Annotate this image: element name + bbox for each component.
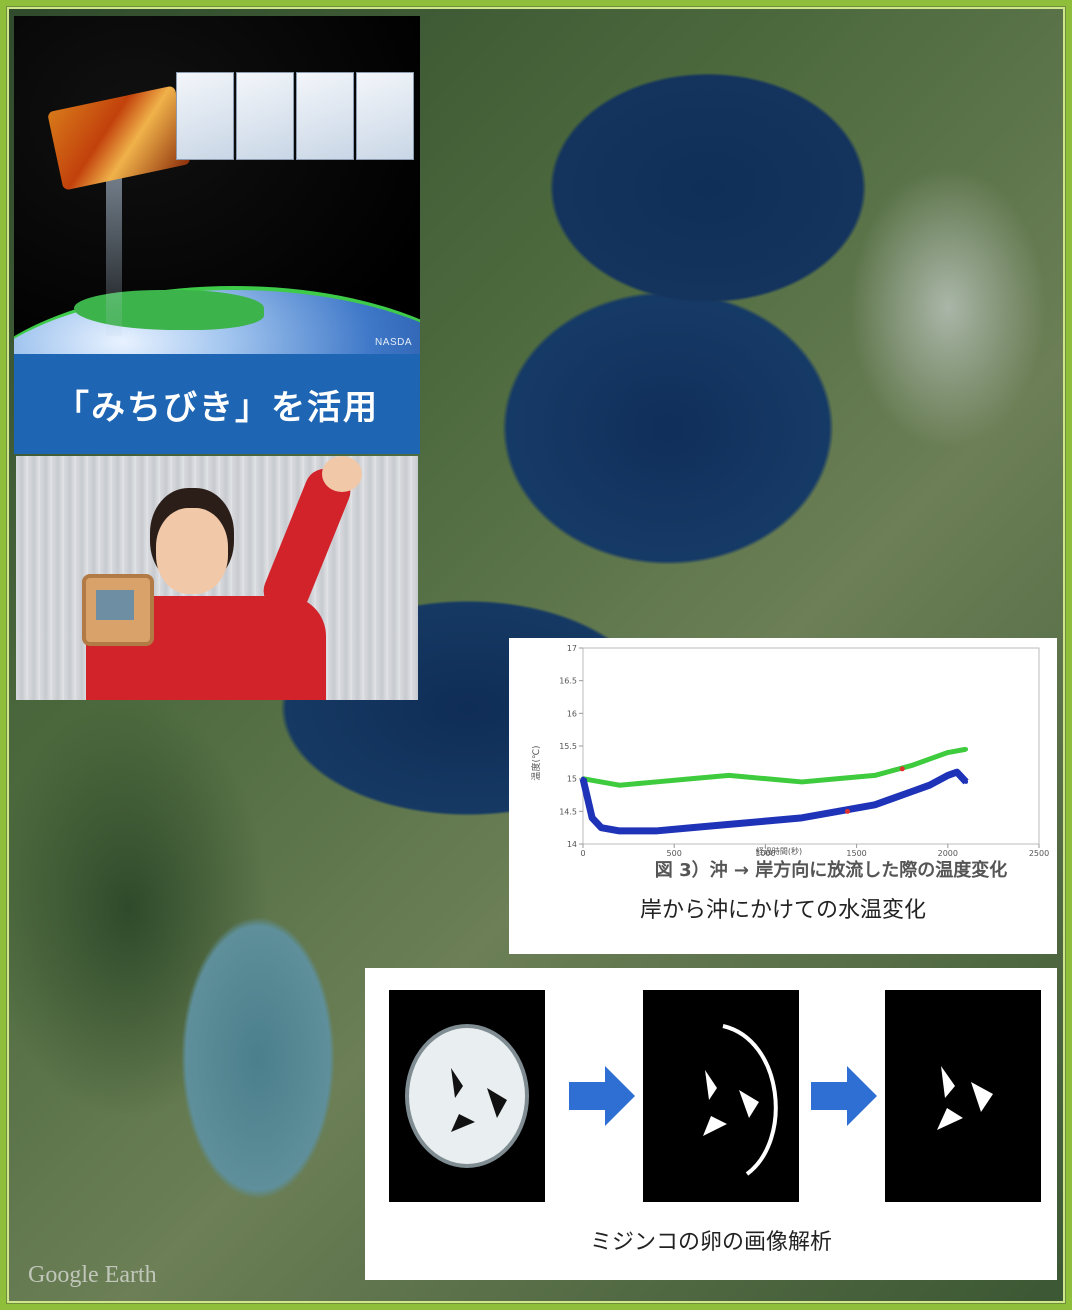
egg-extracted-svg [937,1066,993,1130]
x-tick-label: 1000 [755,849,775,858]
series-point-2 [964,779,969,784]
series-point-2 [836,809,841,814]
y-tick-label: 15 [567,775,577,784]
y-tick-label: 14 [567,840,577,849]
chart-caption: 岸から沖にかけての水温変化 [639,898,926,923]
marker-point [899,766,905,772]
x-tick-label: 2500 [1029,849,1049,858]
agency-label: NASDA [375,337,412,348]
device-screen [96,590,134,620]
x-axis-label: 経過時間(秒) [756,846,802,856]
y-tick-label: 16 [567,709,577,718]
series-point-1 [945,750,950,755]
series-point-2 [690,825,695,830]
plot-area: 14 14.5 15 15.5 16 16.5 17 0 500 1000 1500 2000 2500 [559,644,1049,858]
series-point-2 [927,783,932,788]
series-point-1 [726,773,731,778]
figure-caption-inner: 図 3）沖 → 岸方向に放流した際の温度変化 [655,859,1007,881]
right-arrow-icon [811,1066,877,1126]
series-point-1 [763,776,768,781]
banner-text: 「みちびき」を活用 [55,387,379,428]
series-point-1 [799,779,804,784]
right-arrow-icon [569,1066,635,1126]
y-tick-label: 14.5 [559,807,577,816]
series-point-2 [909,789,914,794]
solar-panel-cell [356,72,414,160]
solar-panel-cell [296,72,354,160]
gps-device [82,574,154,646]
satellite-illustration: NASDA [14,16,420,354]
y-tick-label: 16.5 [559,677,577,686]
water-temperature-chart: 14 14.5 15 15.5 16 16.5 17 0 500 1000 1500 2000 2500… [530,644,1049,881]
series-point-1 [964,747,969,752]
series-point-1 [599,779,604,784]
water-temperature-chart-panel: 14 14.5 15 15.5 16 16.5 17 0 500 1000 1500 2000 2500… [509,638,1057,954]
series-point-2 [872,802,877,807]
y-tick-label: 17 [567,644,577,653]
embryo-spot [451,1068,463,1098]
y-tick-label: 15.5 [559,742,577,751]
series-point-1 [909,763,914,768]
series-point-2 [954,770,959,775]
person-photo [16,456,418,700]
x-tick-label: 0 [580,849,585,858]
x-tick-label: 500 [667,849,682,858]
egg-edge-image [643,990,799,1202]
series-point-2 [945,773,950,778]
map-credit: Google Earth [28,1262,157,1288]
egg-original-image [389,990,545,1202]
michibiki-banner: 「みちびき」を活用 [14,354,420,454]
series-point-2 [590,815,595,820]
solar-panel-cell [236,72,294,160]
embryo-spot [487,1088,507,1118]
egg-caption: ミジンコの卵の画像解析 [589,1230,832,1255]
raised-hand [322,456,362,492]
series-point-2 [653,828,658,833]
marker-point [844,808,850,814]
series-point-2 [617,828,622,833]
egg-original-svg [405,1024,529,1168]
series-point-2 [599,825,604,830]
series-line-2 [579,768,969,835]
series-point-1 [690,776,695,781]
person-head [156,508,228,594]
series-point-2 [799,815,804,820]
series-point-1 [927,757,932,762]
x-tick-label: 2000 [938,849,958,858]
satellite-beam [106,176,122,336]
egg-shell [407,1026,527,1166]
earth-land [74,290,264,330]
series-point-1 [836,776,841,781]
series-point-1 [653,779,658,784]
series-point-2 [726,822,731,827]
solar-panel-cell [176,72,234,160]
egg-edge-svg [703,1024,778,1176]
embryo-spot [451,1114,475,1132]
series-point-2 [763,819,768,824]
series-point-1 [872,773,877,778]
series-line-1 [582,746,967,788]
egg-analysis-panel: ミジンコの卵の画像解析 [365,968,1057,1280]
egg-extracted-image [885,990,1041,1202]
series-point-1 [617,783,622,788]
x-tick-label: 1500 [846,849,866,858]
y-axis-label: 温度(℃) [530,745,542,780]
series-point-2 [581,776,585,781]
